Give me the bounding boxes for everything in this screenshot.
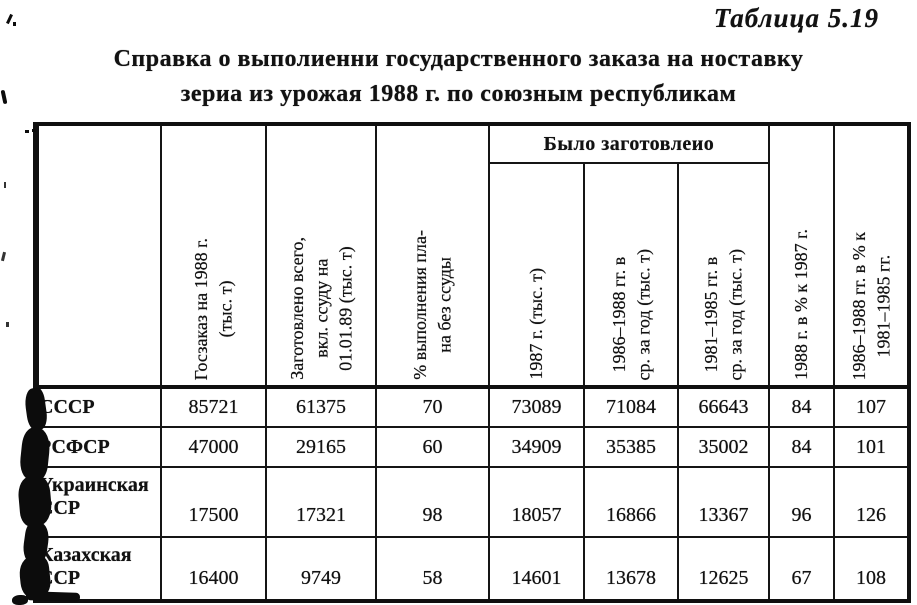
- cell: 18057: [488, 466, 585, 538]
- cell: 13678: [583, 536, 679, 602]
- table-row-rsfsr: РСФСР 47000 29165 60 34909 35385 35002 8…: [35, 426, 910, 468]
- col-header-1986-1988-avg: 1986–1988 гг. в ср. за год (тыс. т): [583, 162, 679, 389]
- cell: 73089: [488, 386, 585, 428]
- cell: 16400: [160, 536, 267, 602]
- cell: 108: [833, 536, 910, 602]
- row-label: СССР: [35, 386, 162, 428]
- table-row-ukrainskaya-ssr: Украинская ССР 17500 17321 98 18057 1686…: [35, 466, 910, 538]
- cell: 9749: [265, 536, 377, 602]
- cell: 126: [833, 466, 910, 538]
- group-header-bylo-zagotovleno: Было заготовлеио: [488, 123, 770, 164]
- cell: 14601: [488, 536, 585, 602]
- document-title-line2: зериа из урожая 1988 г. по союзным респу…: [180, 80, 737, 107]
- cell: 101: [833, 426, 910, 468]
- ink-blot: [25, 591, 81, 602]
- document-title: Справка о выполиенни государственного за…: [0, 42, 917, 112]
- cell: 60: [375, 426, 490, 468]
- cell: 35385: [583, 426, 679, 468]
- cell: 17321: [265, 466, 377, 538]
- col-header-percent-plan: % выполнения пла-на без ссуды: [375, 123, 490, 389]
- ink-blot: [16, 474, 54, 528]
- table-row-sssr: СССР 85721 61375 70 73089 71084 66643 84…: [35, 386, 910, 428]
- cell: 58: [375, 536, 490, 602]
- grain-procurement-table: Госзаказ на 1988 г. (тыс. т) Заготовлено …: [33, 122, 911, 603]
- ink-blot: [0, 251, 7, 262]
- cell: 71084: [583, 386, 679, 428]
- cell: 67: [768, 536, 835, 602]
- cell: 35002: [677, 426, 770, 468]
- cell: 85721: [160, 386, 267, 428]
- ink-blot: [12, 595, 28, 605]
- cell: 12625: [677, 536, 770, 602]
- cell: 16866: [583, 466, 679, 538]
- cell: 84: [768, 386, 835, 428]
- ink-blot: [25, 130, 29, 133]
- cell: 13367: [677, 466, 770, 538]
- ink-blot: [4, 182, 6, 188]
- cell: 29165: [265, 426, 377, 468]
- cell: 96: [768, 466, 835, 538]
- col-header-zagotovleno-vsego: Заготовлено всего, вкл. ссуду на 01.01.89 …: [265, 123, 377, 389]
- cell: 61375: [265, 386, 377, 428]
- ink-blot: [32, 129, 36, 132]
- table-number-label: Таблица 5.19: [713, 3, 879, 33]
- cell: 107: [833, 386, 910, 428]
- row-label: Украинская ССР: [35, 466, 162, 538]
- col-header-1987: 1987 г. (тыс. т): [488, 162, 585, 389]
- cell: 66643: [677, 386, 770, 428]
- document-title-line1: Справка о выполиенни государственного за…: [113, 46, 804, 72]
- cell: 98: [375, 466, 490, 538]
- col-header-1981-1985-avg: 1981–1985 гг. в ср. за год (тыс. т): [677, 162, 770, 389]
- corner-empty-header: [35, 123, 162, 389]
- ink-blot: [13, 22, 16, 26]
- ink-blot: [6, 13, 13, 25]
- col-header-1988-to-1987: 1988 г. в % к 1987 г.: [768, 123, 835, 389]
- ink-blot: [6, 322, 9, 327]
- col-header-1986-1988-to-1981-1985: 1986–1988 гг. в % к 1981–1985 гг.: [833, 123, 910, 389]
- table-body: СССР 85721 61375 70 73089 71084 66643 84…: [35, 386, 910, 602]
- cell: 17500: [160, 466, 267, 538]
- table-row-kazakhskaya-ssr: Казахская ССР 16400 9749 58 14601 13678 …: [35, 536, 910, 602]
- cell: 70: [375, 386, 490, 428]
- table-header: Госзаказ на 1988 г. (тыс. т) Заготовлено …: [35, 123, 910, 389]
- row-label: РСФСР: [35, 426, 162, 468]
- cell: 47000: [160, 426, 267, 468]
- cell: 34909: [488, 426, 585, 468]
- cell: 84: [768, 426, 835, 468]
- col-header-goszakaz: Госзаказ на 1988 г. (тыс. т): [160, 123, 267, 389]
- row-label: Казахская ССР: [35, 536, 162, 602]
